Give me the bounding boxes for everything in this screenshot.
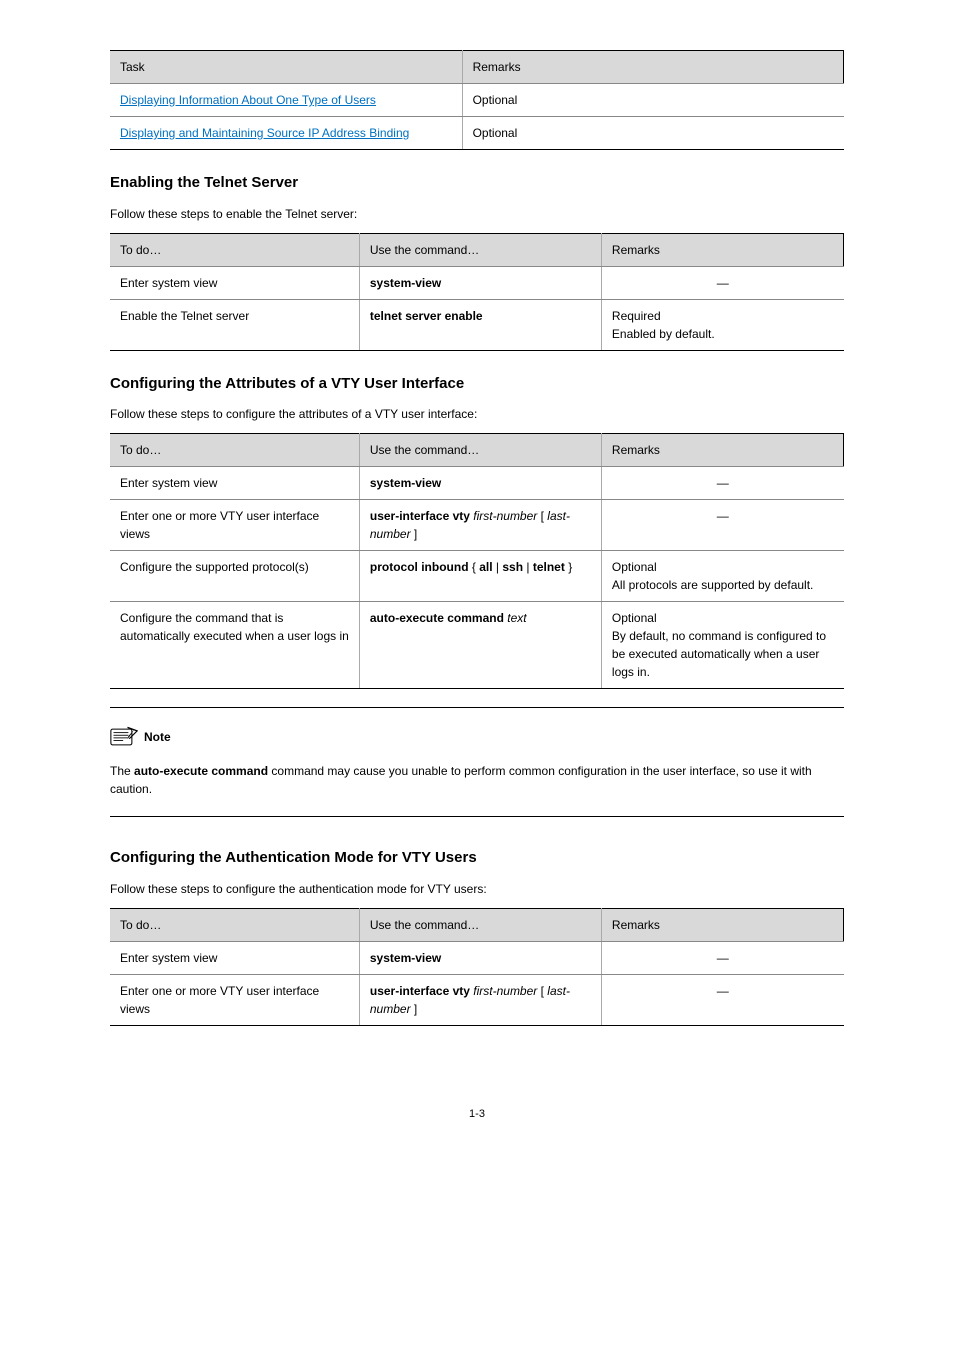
section-intro: Follow these steps to enable the Telnet … — [110, 205, 844, 223]
command-cell: system-view — [359, 266, 601, 299]
table-header: To do… — [110, 434, 359, 467]
remarks-cell: — — [601, 266, 843, 299]
command-cell: system-view — [359, 467, 601, 500]
table-header: Use the command… — [359, 233, 601, 266]
section-intro: Follow these steps to configure the auth… — [110, 880, 844, 898]
command-cell: telnet server enable — [359, 299, 601, 350]
section-heading: Configuring the Attributes of a VTY User… — [110, 373, 844, 396]
todo-cell: Configure the command that is automatica… — [110, 602, 359, 689]
command-cell: user-interface vty first-number [ last-n… — [359, 500, 601, 551]
table-row: Displaying and Maintaining Source IP Add… — [110, 117, 844, 150]
section-heading: Configuring the Authentication Mode for … — [110, 847, 844, 870]
table-header: Task — [110, 51, 462, 84]
todo-cell: Configure the supported protocol(s) — [110, 551, 359, 602]
table-row: Configure the command that is automatica… — [110, 602, 844, 689]
section-heading: Enabling the Telnet Server — [110, 172, 844, 195]
remarks-cell: — — [601, 941, 843, 974]
table-row: Enter system view system-view — — [110, 266, 844, 299]
task-link[interactable]: Displaying and Maintaining Source IP Add… — [120, 126, 409, 140]
table-header: Remarks — [601, 908, 843, 941]
table-header: Remarks — [462, 51, 843, 84]
table-header: Use the command… — [359, 434, 601, 467]
task-link[interactable]: Displaying Information About One Type of… — [120, 93, 376, 107]
remarks-cell: Required Enabled by default. — [601, 299, 843, 350]
table-header: Remarks — [601, 233, 843, 266]
todo-cell: Enter system view — [110, 266, 359, 299]
task-remarks-table: Task Remarks Displaying Information Abou… — [110, 50, 844, 150]
remarks-cell: Optional By default, no command is confi… — [601, 602, 843, 689]
table-row: Enable the Telnet server telnet server e… — [110, 299, 844, 350]
command-cell: protocol inbound { all | ssh | telnet } — [359, 551, 601, 602]
note-icon — [110, 726, 138, 748]
table-row: Enter one or more VTY user interface vie… — [110, 974, 844, 1025]
section-intro: Follow these steps to configure the attr… — [110, 405, 844, 423]
command-table: To do… Use the command… Remarks Enter sy… — [110, 433, 844, 689]
table-header: Remarks — [601, 434, 843, 467]
remarks-cell: Optional — [462, 117, 843, 150]
todo-cell: Enable the Telnet server — [110, 299, 359, 350]
command-table: To do… Use the command… Remarks Enter sy… — [110, 233, 844, 351]
table-header: To do… — [110, 908, 359, 941]
table-row: Enter system view system-view — — [110, 467, 844, 500]
note-label: Note — [144, 728, 171, 746]
table-row: Enter one or more VTY user interface vie… — [110, 500, 844, 551]
table-row: Enter system view system-view — — [110, 941, 844, 974]
command-cell: system-view — [359, 941, 601, 974]
remarks-cell: — — [601, 500, 843, 551]
table-row: Displaying Information About One Type of… — [110, 84, 844, 117]
command-cell: auto-execute command text — [359, 602, 601, 689]
table-header: To do… — [110, 233, 359, 266]
remarks-cell: — — [601, 974, 843, 1025]
table-header: Use the command… — [359, 908, 601, 941]
table-row: Configure the supported protocol(s) prot… — [110, 551, 844, 602]
command-table: To do… Use the command… Remarks Enter sy… — [110, 908, 844, 1026]
remarks-cell: Optional — [462, 84, 843, 117]
todo-cell: Enter one or more VTY user interface vie… — [110, 500, 359, 551]
note-body: The auto-execute command command may cau… — [110, 762, 844, 798]
todo-cell: Enter system view — [110, 467, 359, 500]
remarks-cell: — — [601, 467, 843, 500]
remarks-cell: Optional All protocols are supported by … — [601, 551, 843, 602]
command-cell: user-interface vty first-number [ last-n… — [359, 974, 601, 1025]
note-box: Note The auto-execute command command ma… — [110, 707, 844, 817]
todo-cell: Enter system view — [110, 941, 359, 974]
page-number: 1-3 — [110, 1106, 844, 1123]
todo-cell: Enter one or more VTY user interface vie… — [110, 974, 359, 1025]
